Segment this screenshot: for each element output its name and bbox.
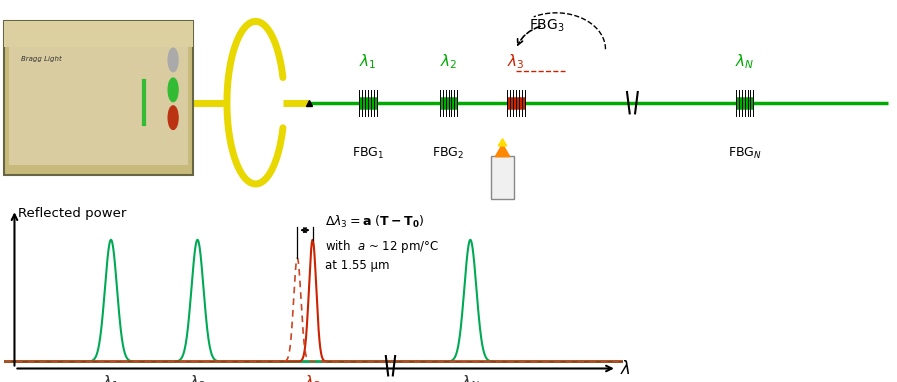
Text: FBG$_N$: FBG$_N$: [727, 146, 762, 160]
Text: Bragg Light: Bragg Light: [21, 56, 61, 62]
Circle shape: [169, 48, 178, 72]
Circle shape: [169, 106, 178, 129]
Text: $\lambda_1$: $\lambda_1$: [359, 52, 377, 71]
Text: $\Delta\lambda_3 = \mathbf{a}\ (\mathbf{T-T_0})$: $\Delta\lambda_3 = \mathbf{a}\ (\mathbf{…: [325, 214, 424, 230]
Text: FBG$_1$: FBG$_1$: [352, 146, 384, 160]
Text: Reflected power: Reflected power: [18, 207, 126, 220]
Text: $\lambda_N$: $\lambda_N$: [735, 52, 754, 71]
FancyBboxPatch shape: [491, 156, 514, 199]
Text: $\lambda_2$: $\lambda_2$: [440, 52, 457, 71]
Text: with  $a$ ~ 12 pm/°C: with $a$ ~ 12 pm/°C: [325, 238, 439, 256]
Text: at 1.55 μm: at 1.55 μm: [325, 259, 389, 272]
FancyBboxPatch shape: [4, 21, 193, 47]
Text: $\lambda_N$: $\lambda_N$: [461, 373, 480, 382]
Text: $\lambda_3$: $\lambda_3$: [304, 373, 321, 382]
Text: $\lambda$: $\lambda$: [620, 360, 631, 378]
Text: $\lambda_3$: $\lambda_3$: [507, 52, 525, 71]
FancyBboxPatch shape: [4, 21, 193, 175]
Text: FBG$_3$: FBG$_3$: [529, 18, 565, 34]
Circle shape: [169, 78, 178, 102]
Text: FBG$_2$: FBG$_2$: [432, 146, 465, 160]
FancyBboxPatch shape: [9, 47, 188, 165]
Text: $\lambda_2$: $\lambda_2$: [188, 373, 206, 382]
Text: $\lambda_1$: $\lambda_1$: [102, 373, 119, 382]
